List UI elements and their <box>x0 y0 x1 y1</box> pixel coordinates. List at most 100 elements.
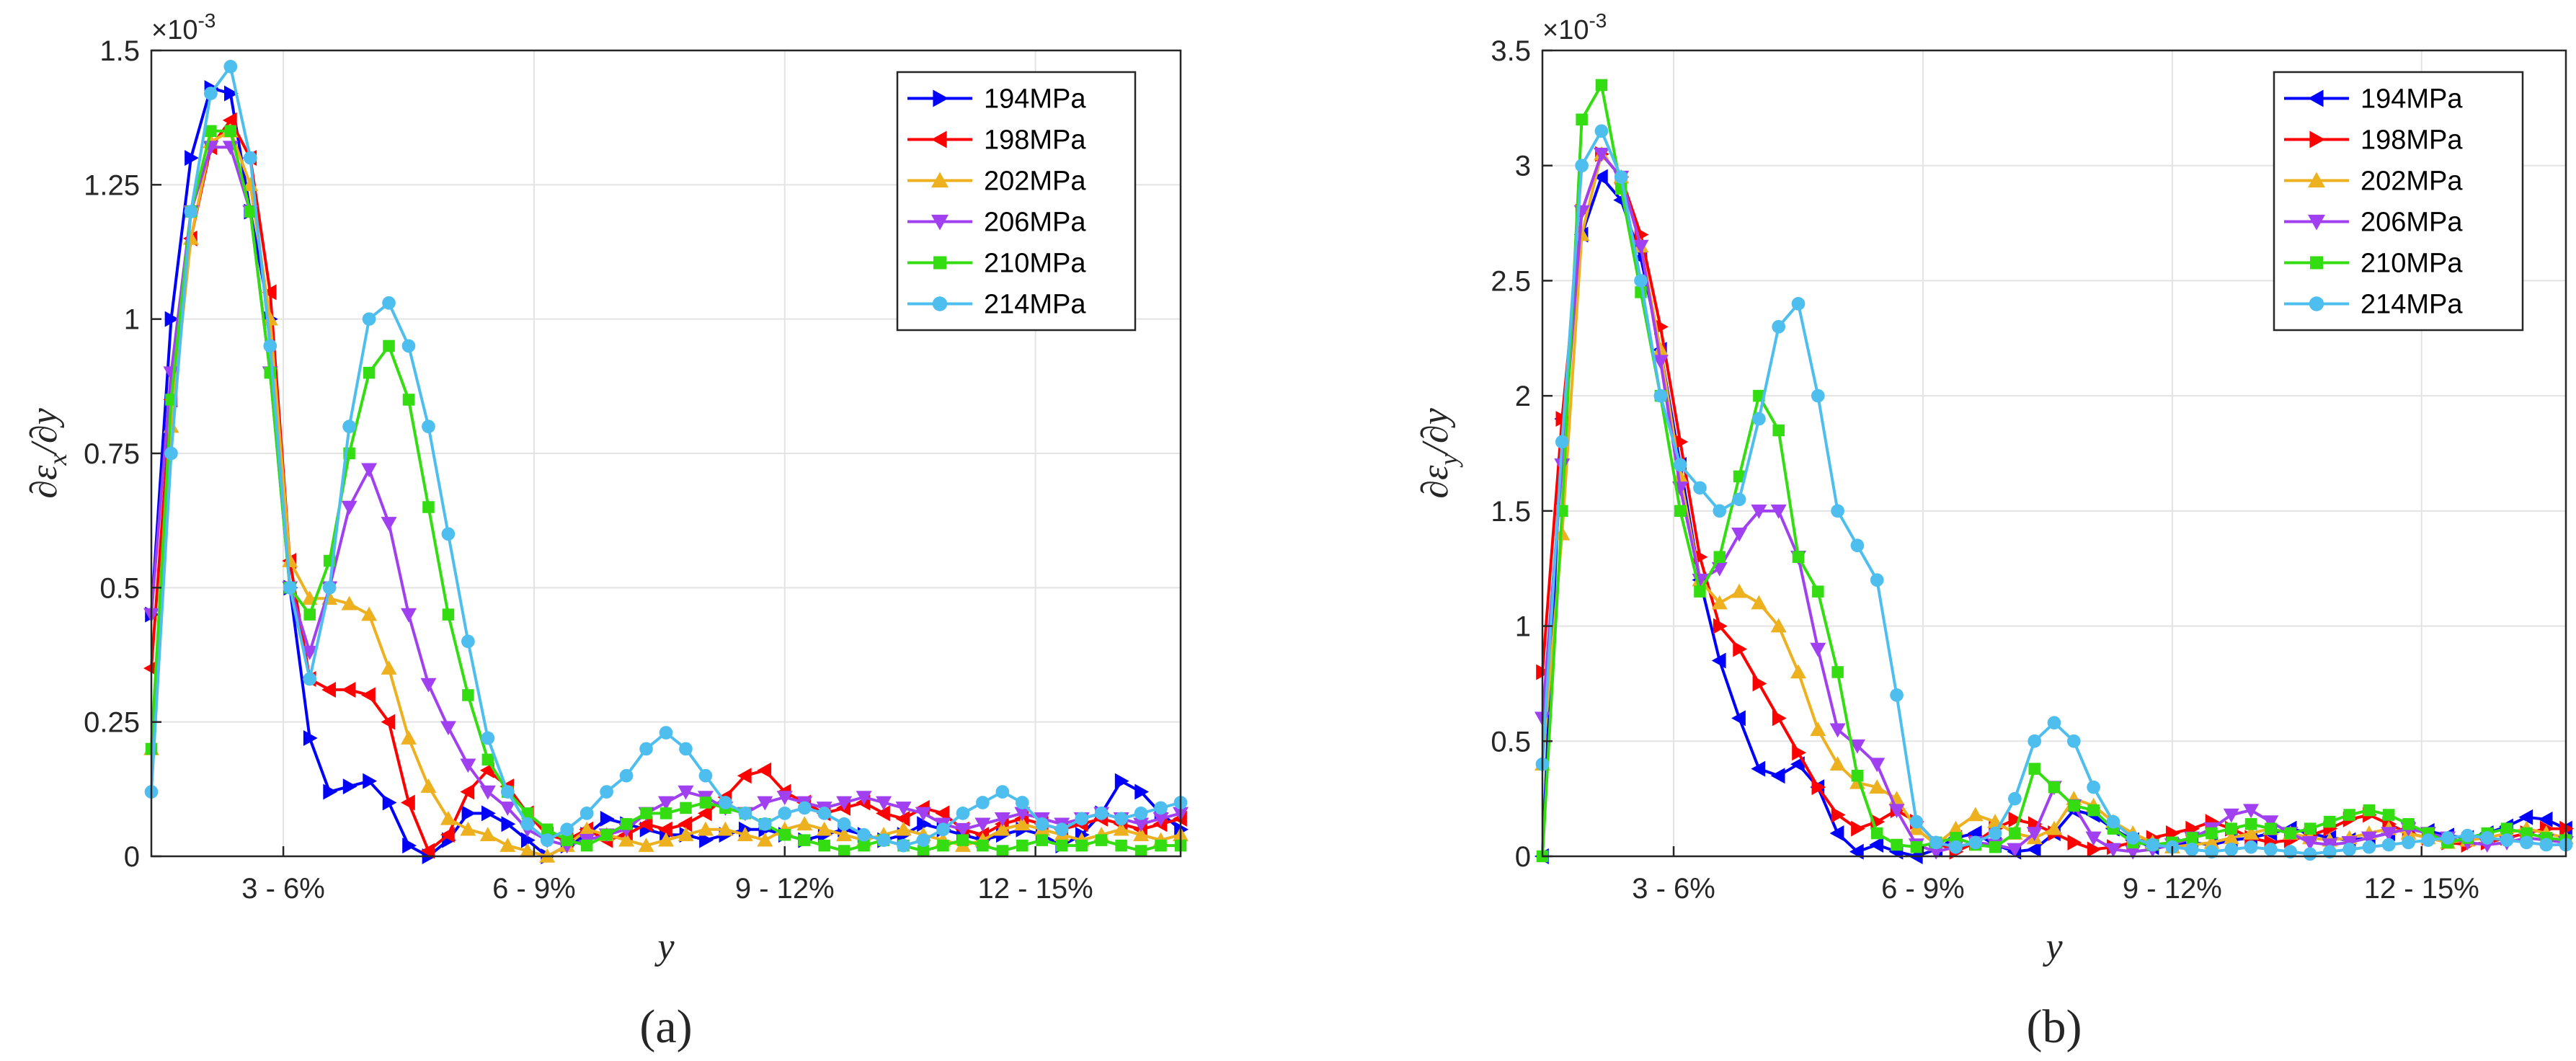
data-point <box>1752 675 1767 692</box>
data-point <box>1114 773 1129 789</box>
legend-item-198MPa: 198MPa <box>907 125 1086 156</box>
data-point <box>1909 814 1924 829</box>
panel-b-legend: 194MPa 198MPa 202MPa 206MPa 210MPa 214MPa <box>2273 71 2524 332</box>
data-point <box>935 805 950 822</box>
data-point <box>2105 843 2121 858</box>
data-point <box>1114 812 1128 826</box>
data-point <box>1851 769 1864 782</box>
data-point <box>1731 583 1748 598</box>
data-point <box>579 807 594 820</box>
data-point <box>2087 780 2100 794</box>
data-point <box>1770 768 1785 784</box>
data-point <box>481 731 495 745</box>
data-point <box>1155 839 1167 852</box>
data-point <box>1888 804 1905 819</box>
data-point <box>401 794 415 811</box>
data-point <box>996 845 1009 857</box>
data-point <box>2047 716 2061 730</box>
data-point <box>2539 838 2554 852</box>
panel-a-x-ticks: 3 - 6% 6 - 9% 9 - 12% 12 - 15% <box>241 846 1093 905</box>
legend-item-202MPa: 202MPa <box>907 167 1086 197</box>
data-point <box>778 828 791 841</box>
data-point <box>1633 239 1649 254</box>
data-point <box>184 205 198 218</box>
legend-item-194MPa: 194MPa <box>907 84 1086 115</box>
data-point <box>658 821 672 838</box>
data-point <box>2518 809 2533 825</box>
data-point <box>2284 827 2296 840</box>
data-point <box>2008 791 2022 806</box>
panel-a-legend: 194MPa 198MPa 202MPa 206MPa 210MPa 214MPa <box>896 71 1137 332</box>
data-point <box>1810 642 1826 657</box>
data-point <box>1751 505 1767 519</box>
data-point <box>1949 840 1963 854</box>
data-point <box>678 827 694 841</box>
data-point <box>1711 595 1728 610</box>
legend-box <box>896 71 1137 332</box>
data-point <box>1713 504 1727 518</box>
x-tick-label: 6 - 9% <box>1881 873 1965 905</box>
data-point <box>699 796 712 809</box>
legend-item-214MPa: 214MPa <box>907 290 1086 320</box>
x-tick-label: 9 - 12% <box>2123 873 2222 905</box>
data-point <box>323 783 338 800</box>
y-tick-label: 1.25 <box>84 169 140 201</box>
data-point <box>2538 811 2553 827</box>
data-point <box>2126 831 2140 845</box>
data-point <box>1928 845 1945 860</box>
legend-label: 210MPa <box>2360 249 2463 279</box>
data-point <box>658 796 674 811</box>
data-point <box>1751 595 1767 610</box>
legend-label: 194MPa <box>984 84 1086 115</box>
data-point <box>420 778 437 793</box>
data-point <box>1870 827 1883 840</box>
data-point <box>1094 807 1109 820</box>
data-point <box>1133 827 1150 841</box>
data-point <box>244 205 257 218</box>
data-point <box>1576 113 1588 126</box>
data-point <box>460 758 476 773</box>
data-point <box>994 812 1011 827</box>
data-point <box>383 339 395 352</box>
data-point <box>499 802 516 816</box>
data-point <box>2244 818 2257 830</box>
data-point <box>1772 710 1787 727</box>
panel-a-series <box>143 60 1189 864</box>
series-214MPa <box>144 60 1188 853</box>
y-tick-label: 0.5 <box>99 572 140 604</box>
data-point <box>1693 481 1707 495</box>
data-point <box>1634 274 1648 288</box>
data-point <box>363 773 378 789</box>
data-point <box>2087 841 2102 858</box>
data-point <box>2440 831 2455 845</box>
data-point <box>1812 585 1824 598</box>
data-point <box>974 817 991 833</box>
data-point <box>697 805 712 822</box>
legend-marker <box>2310 256 2323 270</box>
data-point <box>1851 820 1865 837</box>
data-point <box>797 801 812 815</box>
data-point <box>640 807 652 820</box>
data-point <box>560 822 574 837</box>
data-point <box>440 827 455 843</box>
data-point <box>2342 843 2356 856</box>
data-point <box>1713 551 1726 563</box>
data-point <box>362 312 376 327</box>
data-point <box>1115 839 1127 852</box>
data-point <box>976 796 990 809</box>
data-point <box>224 85 239 102</box>
data-point <box>422 419 435 434</box>
data-point <box>838 845 850 857</box>
data-point <box>303 730 318 747</box>
panel-b-x-axis-label: y <box>2042 926 2063 967</box>
data-point <box>1594 124 1609 138</box>
data-point <box>401 730 417 745</box>
data-point <box>1113 821 1129 836</box>
data-point <box>2343 809 2355 821</box>
data-point <box>164 311 179 327</box>
panel-b-y-axis-label: ∂εy/∂y <box>1415 407 1463 498</box>
data-point <box>1752 412 1766 426</box>
data-point <box>579 821 595 836</box>
legend-marker <box>2308 172 2325 188</box>
panel-b-y-exponent: ×10-3 <box>1542 9 1607 45</box>
